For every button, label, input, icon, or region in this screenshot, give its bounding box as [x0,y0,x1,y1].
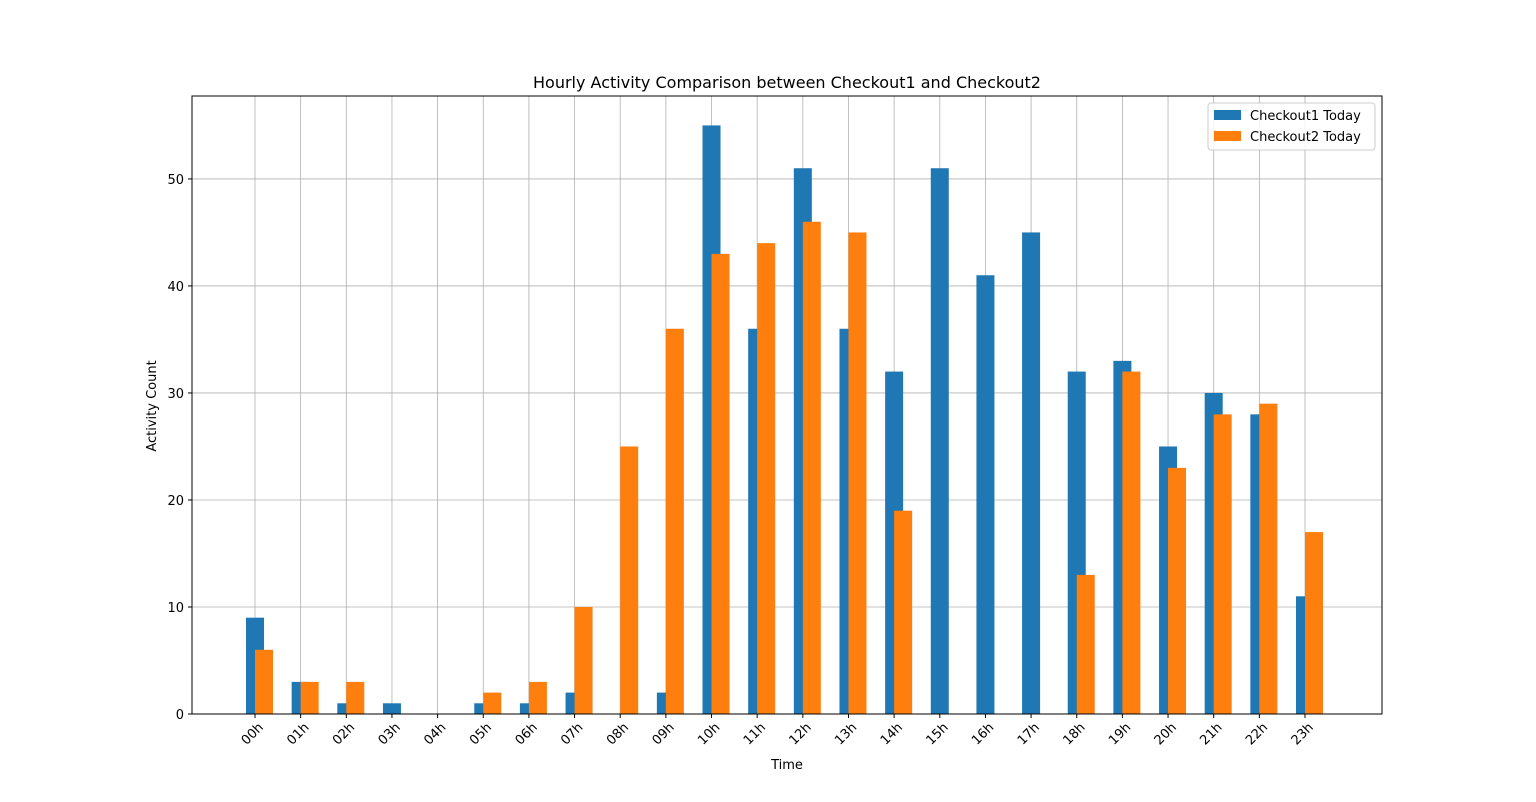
chart-title: Hourly Activity Comparison between Check… [533,73,1041,92]
bar-checkout2-06h [528,681,547,714]
x-tick-label: 14h [878,720,906,748]
bar-checkout2-10h [711,253,730,714]
x-tick-label: 23h [1289,720,1317,748]
legend-swatch-checkout2 [1214,131,1241,141]
x-tick-label: 19h [1106,720,1134,748]
bar-checkout2-08h [620,446,639,714]
bar-checkout2-21h [1213,414,1232,714]
bar-checkout2-18h [1076,574,1095,714]
legend-label-checkout2: Checkout2 Today [1250,130,1361,145]
x-tick-label: 11h [741,720,769,748]
x-tick-label: 02h [330,720,358,748]
bar-checkout2-12h [802,221,821,714]
bar-checkout1-17h [1022,232,1041,714]
bar-checkout2-01h [300,681,319,714]
legend: Checkout1 Today Checkout2 Today [1207,102,1376,151]
bar-checkout1-16h [976,275,995,714]
bar-checkout1-03h [382,703,401,714]
x-tick-label: 12h [787,720,815,748]
bar-checkout2-11h [757,243,776,714]
bar-checkout2-09h [665,328,684,714]
x-tick-label: 10h [695,720,723,748]
x-tick-label: 16h [969,720,997,748]
x-tick-label: 04h [421,720,449,748]
bars [246,125,1323,714]
y-tick-label: 20 [167,494,184,509]
bar-checkout1-15h [930,168,949,714]
x-tick-label: 13h [832,720,860,748]
y-axis-ticks: 0 10 20 30 40 50 [167,173,192,723]
x-axis-ticks: 00h 01h 02h 03h 04h 05h 06h 07h 08h 09h 10h 11h 12h 1… [239,714,1317,748]
x-tick-label: 09h [650,720,678,748]
y-tick-label: 10 [167,601,184,616]
y-axis-label: Activity Count [145,360,160,451]
x-tick-label: 00h [239,720,267,748]
x-tick-label: 15h [923,720,951,748]
x-tick-label: 05h [467,720,495,748]
legend-label-checkout1: Checkout1 Today [1250,109,1361,124]
bar-checkout2-05h [483,692,502,714]
bar-checkout2-02h [346,681,365,714]
bar-checkout2-22h [1259,403,1278,714]
x-tick-label: 18h [1060,720,1088,748]
x-tick-label: 01h [284,720,312,748]
y-tick-label: 30 [167,387,184,402]
x-tick-label: 21h [1197,720,1225,748]
y-tick-label: 40 [167,280,184,295]
bar-checkout2-07h [574,606,593,714]
grid-lines [192,96,1382,715]
legend-swatch-checkout1 [1214,110,1241,120]
x-tick-label: 03h [376,720,404,748]
bar-checkout2-20h [1168,467,1187,714]
plot-frame [191,95,1383,715]
y-tick-label: 50 [167,173,184,188]
x-tick-label: 20h [1152,720,1180,748]
x-tick-label: 07h [558,720,586,748]
x-tick-label: 08h [604,720,632,748]
x-tick-label: 22h [1243,720,1271,748]
legend-box [1207,102,1376,151]
bar-checkout2-14h [894,510,913,714]
y-tick-label: 0 [176,708,184,723]
bar-checkout2-00h [255,649,273,714]
x-axis-label: Time [770,758,803,773]
bar-checkout2-23h [1305,532,1323,714]
bar-checkout2-19h [1122,371,1141,714]
x-tick-label: 17h [1015,720,1043,748]
bar-checkout2-13h [848,232,867,714]
x-tick-label: 06h [513,720,541,748]
